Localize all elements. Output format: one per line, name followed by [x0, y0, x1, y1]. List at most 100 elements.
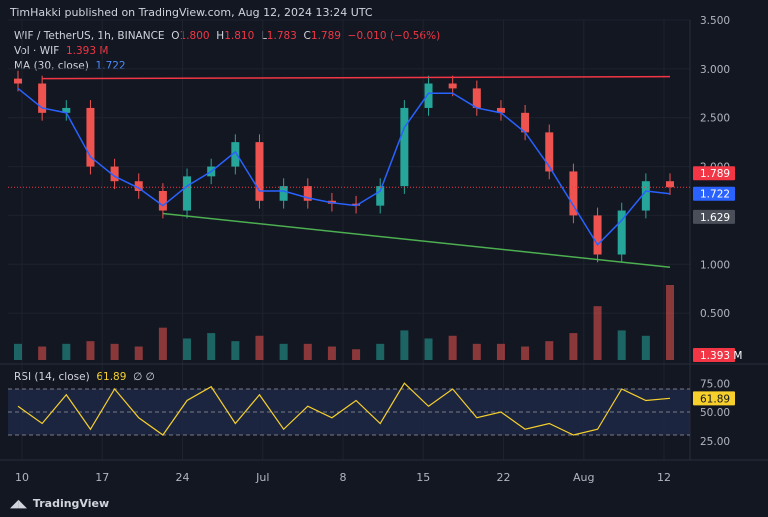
- ma-price-tag-bg: [693, 186, 735, 201]
- volume-bar: [641, 335, 650, 360]
- close-value: 1.789: [310, 30, 341, 42]
- volume-bars: [14, 285, 674, 360]
- price-labels: 1.789 1.722 1.629 1.393 M 61.89: [693, 166, 742, 406]
- ma-line: [17, 87, 671, 246]
- candle: [617, 210, 626, 255]
- volume-bar: [327, 346, 336, 360]
- volume-tag: 1.393 M: [700, 350, 742, 362]
- candle: [38, 83, 47, 113]
- brand-name: TradingView: [32, 497, 110, 510]
- volume-bar: [545, 341, 554, 360]
- current-price-tag: 1.789: [700, 168, 730, 180]
- x-tick-label: 17: [95, 471, 109, 484]
- volume-bar: [279, 343, 288, 360]
- candle: [327, 200, 336, 204]
- volume-bar: [352, 349, 361, 360]
- x-tick-label: 22: [497, 471, 511, 484]
- candle: [448, 83, 457, 89]
- y-tick-label: 2.500: [700, 113, 730, 125]
- volume-bar: [303, 343, 312, 360]
- price-legend: WIF / TetherUS, 1h, BINANCE O1.800 H1.81…: [14, 30, 440, 42]
- open-value: 1.800: [179, 30, 210, 42]
- published-line: TimHakki published on TradingView.com, A…: [10, 6, 373, 19]
- volume-bar: [110, 343, 119, 360]
- candle: [424, 83, 433, 108]
- x-tick-label: Jul: [255, 471, 269, 484]
- volume-value: 1.393 M: [65, 45, 109, 57]
- y-tick-label: 2.000: [700, 162, 730, 174]
- volume-bar: [14, 343, 22, 360]
- rsi-line: [17, 382, 671, 436]
- candle: [472, 88, 481, 108]
- x-tick-label: Aug: [573, 471, 594, 484]
- x-tick-label: 8: [340, 471, 347, 484]
- low-value: 1.783: [266, 30, 297, 42]
- rsi-band: [8, 389, 690, 435]
- current-price-tag-bg: [693, 166, 735, 181]
- rsi-guides: [8, 388, 690, 436]
- candle: [376, 186, 385, 206]
- candle: [303, 186, 312, 201]
- candle: [545, 132, 554, 172]
- support-line: [162, 212, 671, 268]
- candle: [352, 203, 361, 206]
- rsi-legend: RSI (14, close) 61.89 ∅ ∅: [14, 371, 155, 383]
- candle: [62, 107, 71, 113]
- rsi-tag: 61.89: [700, 393, 730, 405]
- candle: [279, 186, 288, 201]
- candle: [569, 171, 578, 216]
- candle: [110, 166, 119, 182]
- candle: [521, 112, 530, 133]
- volume-bar: [521, 346, 530, 360]
- candle: [666, 181, 674, 188]
- volume-bar: [593, 306, 602, 360]
- volume-bar: [666, 285, 674, 360]
- rsi-tick-label: 50.00: [700, 407, 730, 419]
- rsi-tick-label: 75.00: [700, 378, 730, 390]
- resistance-line: [42, 75, 671, 80]
- candle: [183, 176, 192, 211]
- volume-bar: [569, 333, 578, 360]
- y-tick-label: 1.000: [700, 259, 730, 271]
- high-value: 1.810: [224, 30, 255, 42]
- candle: [231, 142, 240, 167]
- volume-legend: Vol · WIF 1.393 M: [14, 45, 108, 57]
- footer: ◢◣ TradingView: [10, 497, 109, 510]
- rsi-extra: ∅ ∅: [133, 371, 155, 383]
- x-tick-label: 24: [176, 471, 190, 484]
- volume-bar: [231, 341, 240, 360]
- candles: [14, 70, 674, 263]
- candle: [593, 215, 602, 255]
- candle: [158, 191, 167, 211]
- candle: [255, 142, 264, 201]
- volume-bar: [62, 343, 71, 360]
- candle: [496, 107, 505, 113]
- y-tick-label: 3.500: [700, 15, 730, 27]
- extra-price-tag-bg: [693, 209, 735, 224]
- y-tick-label: 3.000: [700, 64, 730, 76]
- candle: [86, 107, 95, 167]
- volume-bar: [183, 338, 192, 360]
- symbol-label: WIF / TetherUS, 1h, BINANCE: [14, 30, 165, 42]
- volume-bar: [255, 335, 264, 360]
- candle: [14, 78, 22, 84]
- high-label: H: [216, 30, 225, 42]
- x-tick-label: 12: [657, 471, 671, 484]
- volume-bar: [496, 343, 505, 360]
- tv-logo-icon: ◢◣: [10, 497, 27, 510]
- y-axis: 3.500 3.000 2.500 2.000 1.500 1.000 0.500 75.00…: [700, 15, 730, 448]
- rsi-label: RSI (14, close): [14, 371, 90, 383]
- ma-value: 1.722: [95, 60, 126, 72]
- candle: [207, 166, 216, 177]
- ma-price-tag: 1.722: [700, 189, 730, 201]
- x-tick-label: 15: [416, 471, 430, 484]
- open-label: O: [171, 30, 180, 42]
- x-tick-label: 10: [15, 471, 29, 484]
- volume-label: Vol · WIF: [14, 45, 60, 57]
- low-label: L: [260, 30, 267, 42]
- volume-bar: [400, 330, 409, 360]
- ma-legend: MA (30, close) 1.722: [14, 60, 126, 72]
- change-value: −0.010 (−0.56%): [347, 30, 441, 42]
- volume-bar: [158, 327, 167, 360]
